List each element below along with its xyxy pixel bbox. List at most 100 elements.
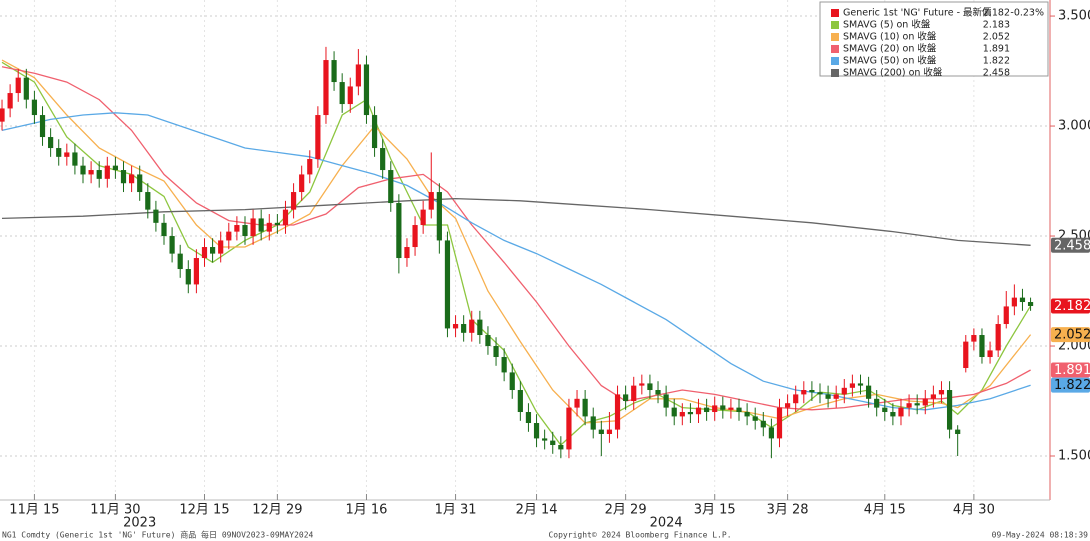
plot-area <box>0 46 1034 459</box>
candle-body <box>542 438 548 441</box>
candle-body <box>574 398 580 408</box>
candle-body <box>242 225 248 237</box>
candle-body <box>428 192 434 210</box>
candle-body <box>56 148 62 157</box>
candle-body <box>817 392 823 395</box>
legend-value: 1.891 <box>983 44 1010 55</box>
candle-body <box>890 412 896 417</box>
candle-body <box>355 64 361 87</box>
candle-body <box>209 247 216 254</box>
last-value-label: 2.052 <box>1054 328 1090 343</box>
candle-body <box>347 86 353 105</box>
candle-body <box>704 407 710 413</box>
candle-body <box>299 174 305 193</box>
legend-value: 1.822 <box>983 56 1010 67</box>
candle-body <box>614 394 621 430</box>
y-tick-label: 3.000 <box>1058 119 1090 134</box>
legend-value: 2.458 <box>983 68 1010 79</box>
candle-body <box>1003 306 1009 325</box>
candle-body <box>96 170 102 179</box>
candle-body <box>193 258 199 285</box>
candle-body <box>112 165 119 171</box>
candle-body <box>525 412 532 424</box>
candle-body <box>201 247 208 259</box>
last-value-label: 1.891 <box>1054 363 1090 378</box>
candle-body <box>218 240 224 254</box>
y-tick-label: 3.500 <box>1058 9 1090 24</box>
candle-body <box>849 383 855 388</box>
ma-line <box>1 112 1031 411</box>
last-value-badge <box>1051 377 1090 393</box>
last-value-label: 1.822 <box>1054 378 1090 393</box>
x-tick-label: 1月 31 <box>435 503 477 518</box>
candle-body <box>598 429 604 435</box>
candle-body <box>1019 297 1026 303</box>
last-value-badge <box>1051 237 1090 253</box>
legend-swatch <box>831 33 839 41</box>
last-value-label: 2.458 <box>1054 238 1090 253</box>
candle-body <box>1027 302 1034 306</box>
candle-body <box>687 412 694 415</box>
candle-body <box>639 383 645 386</box>
x-tick-label: 4月 30 <box>953 503 995 518</box>
candle-body <box>825 394 831 399</box>
footer-center: Copyright© 2024 Bloomberg Finance L.P. <box>548 531 731 540</box>
candle-body <box>623 394 629 402</box>
candle-body <box>145 192 151 210</box>
candle-body <box>485 335 491 347</box>
candle-body <box>671 407 677 417</box>
y-tick-label: 2.000 <box>1058 339 1090 354</box>
candle-body <box>922 398 928 406</box>
candle-body <box>88 170 94 175</box>
candle-body <box>550 440 556 446</box>
candle-body <box>776 407 783 439</box>
candle-body <box>185 269 191 285</box>
x-tick-label: 3月 28 <box>767 503 809 518</box>
candle-body <box>655 390 661 395</box>
candle-body <box>258 218 264 232</box>
candle-body <box>307 159 313 175</box>
x-tick-label: 12月 29 <box>252 503 302 518</box>
legend-value: 2.052 <box>983 32 1010 43</box>
candle-body <box>153 209 159 223</box>
candle-body <box>234 225 240 232</box>
legend-label: SMAVG (20) on 收盤 <box>843 43 937 55</box>
candle-body <box>501 357 507 373</box>
candle-body <box>801 390 807 395</box>
footer-left: NG1 Comdty (Generic 1st 'NG' Future) 商品 … <box>2 530 314 540</box>
legend-label: SMAVG (200) on 收盤 <box>843 67 943 79</box>
ma-line <box>1 66 1031 411</box>
candle-body <box>987 350 993 358</box>
candle-body <box>995 324 1001 351</box>
candle-body <box>865 385 872 399</box>
candle-body <box>906 403 912 408</box>
candle-body <box>0 108 5 122</box>
candle-body <box>857 383 864 386</box>
legend-swatch <box>831 9 839 17</box>
legend-label: SMAVG (10) on 收盤 <box>843 31 937 43</box>
candle-body <box>1011 297 1017 307</box>
x-tick-label: 4月 15 <box>864 503 906 518</box>
candle-body <box>323 60 329 116</box>
candle-body <box>930 394 936 399</box>
ma-line <box>1 59 1032 424</box>
candle-body <box>420 209 426 226</box>
ma-line <box>1 197 1031 246</box>
candle-body <box>274 222 280 226</box>
candle-body <box>809 390 815 393</box>
candle-body <box>744 412 750 417</box>
candle-body <box>282 209 289 226</box>
candle-body <box>938 390 945 395</box>
candle-body <box>663 394 669 408</box>
candle-body <box>169 236 175 254</box>
legend-swatch <box>831 21 839 29</box>
candle-body <box>590 416 596 430</box>
candle-body <box>72 152 78 166</box>
legend-swatch <box>831 45 839 53</box>
footer-right: 09-May-2024 08:18:39 <box>992 531 1089 540</box>
candle-body <box>955 429 961 435</box>
